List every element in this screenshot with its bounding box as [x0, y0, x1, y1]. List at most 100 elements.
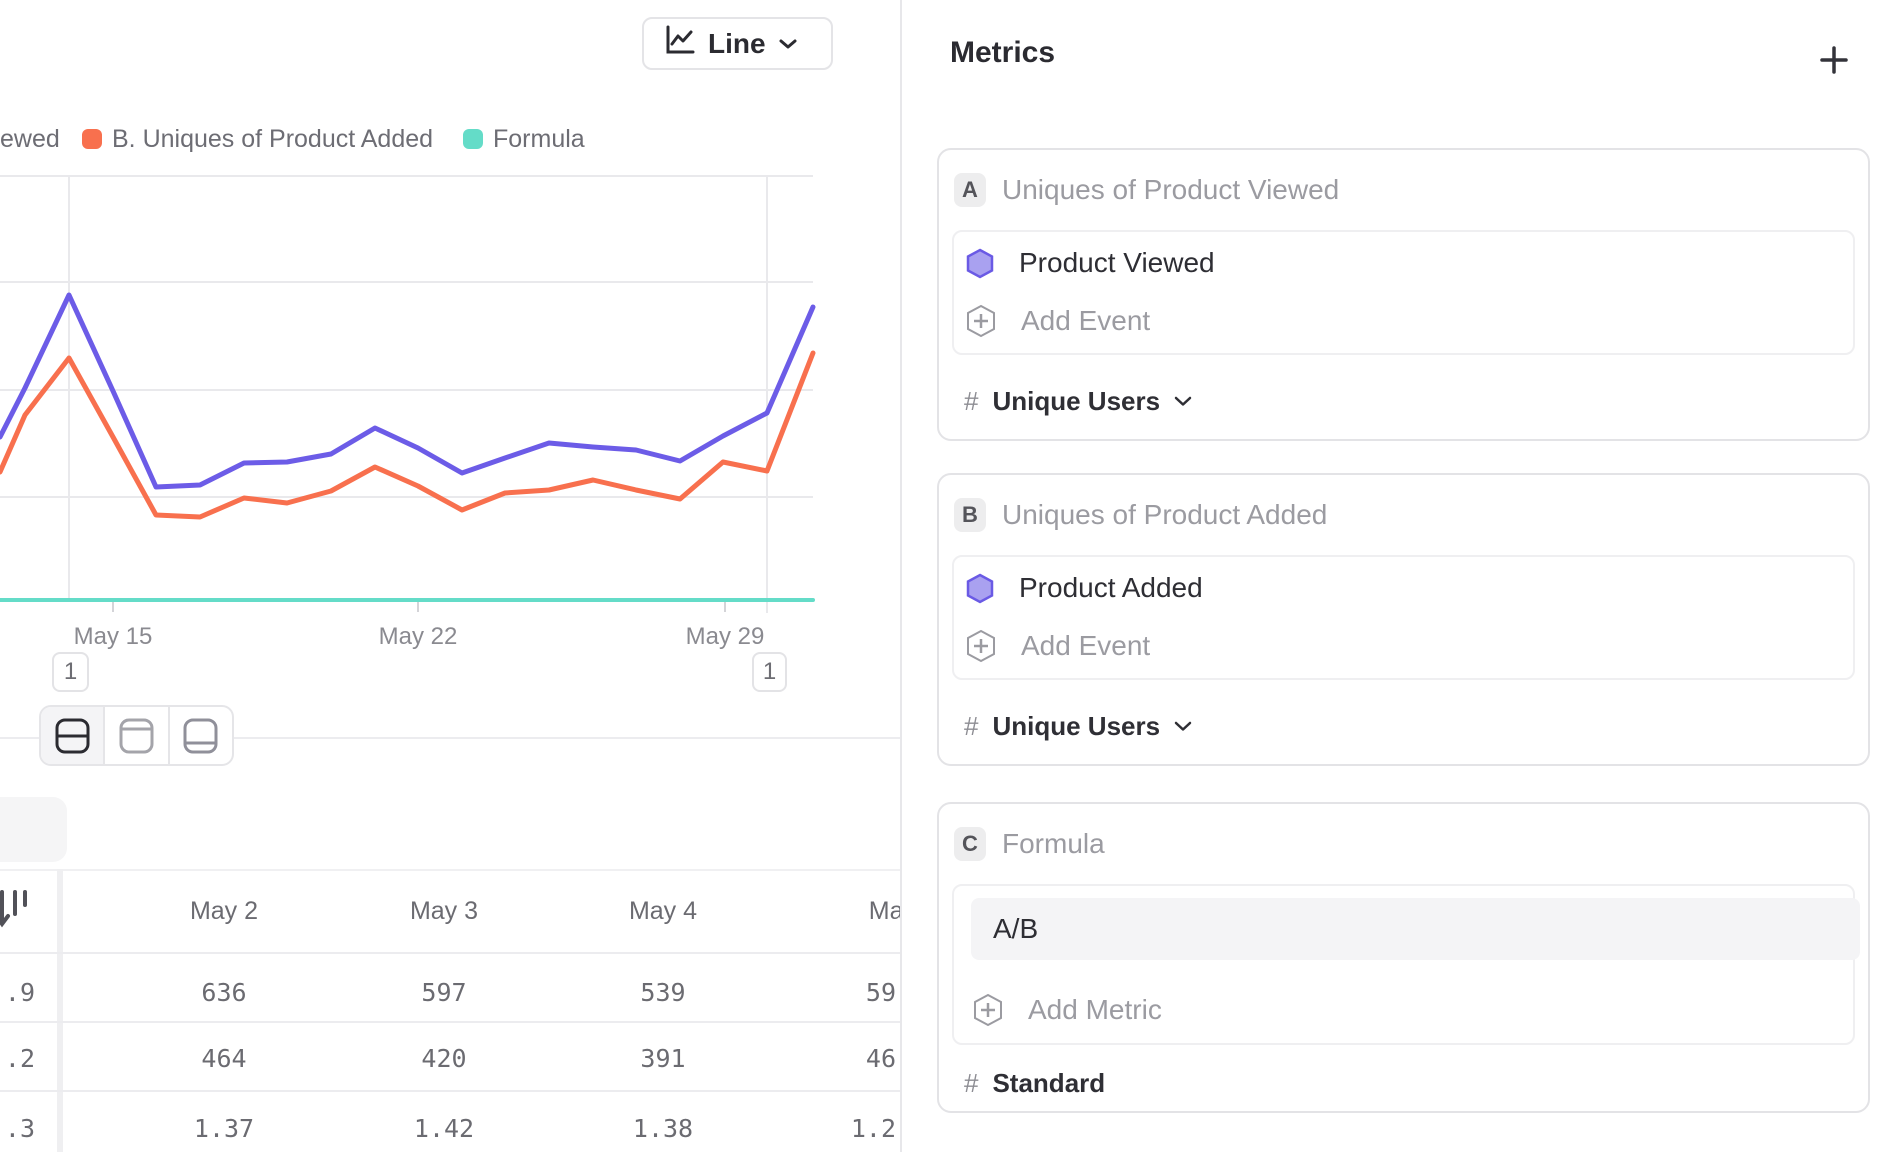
- frozen-column-divider: [57, 869, 63, 1152]
- add-event-button[interactable]: Add Event: [966, 615, 1150, 677]
- x-axis-ticks: [112, 602, 726, 612]
- table-cell: 46: [865, 1044, 896, 1073]
- formula-expression: A/B: [993, 913, 1039, 944]
- metric-card-c: C Formula A/B Add Metric # Standard: [937, 802, 1870, 1113]
- annotation-badge-left[interactable]: 1: [52, 652, 89, 692]
- table-cell: 636: [201, 978, 247, 1007]
- table-cell: 59: [865, 978, 896, 1007]
- aggregation-dropdown-a[interactable]: # Unique Users: [964, 386, 1192, 417]
- aggregation-dropdown-c[interactable]: # Standard: [964, 1068, 1105, 1099]
- table-frozen-cell: .2: [4, 1044, 35, 1073]
- add-event-hexagon-plus-icon: [967, 304, 995, 338]
- metric-badge-a: A: [954, 173, 986, 207]
- table-frozen-cell: .9: [4, 978, 35, 1007]
- metric-badge-c: C: [954, 827, 986, 861]
- table-header-may4[interactable]: May 4: [628, 897, 698, 925]
- hash-icon: #: [964, 386, 979, 416]
- metrics-panel-title: Metrics: [950, 36, 1056, 69]
- table-header-may5-partial[interactable]: May: [868, 897, 900, 925]
- table-cell: 1.42: [413, 1114, 475, 1143]
- formula-group: A/B Add Metric: [952, 884, 1860, 1045]
- line-chart-icon: [662, 24, 696, 63]
- aggregation-label: Unique Users: [992, 711, 1161, 741]
- series-line[interactable]: [0, 292, 816, 490]
- series-line[interactable]: [0, 350, 816, 520]
- x-axis-label: May 22: [379, 623, 458, 650]
- hash-icon: #: [964, 1068, 979, 1098]
- add-event-hexagon-plus-icon: [967, 629, 995, 663]
- metric-title-b: Uniques of Product Added: [1002, 499, 1328, 530]
- x-axis-label: May 29: [686, 623, 765, 650]
- table-cell: 391: [640, 1044, 686, 1073]
- metric-title-a: Uniques of Product Viewed: [1002, 174, 1340, 205]
- table-cell: 1.37: [193, 1114, 255, 1143]
- add-metric-button[interactable]: Add Metric: [973, 979, 1162, 1041]
- add-event-label: Add Event: [1021, 305, 1151, 336]
- legend-label-a: ewed: [0, 124, 60, 153]
- row-divider: [0, 1090, 900, 1092]
- legend-item-b[interactable]: B. Uniques of Product Added: [82, 124, 434, 153]
- event-group-b: Product Added Add Event: [952, 555, 1855, 680]
- x-axis-label: May 15: [74, 623, 153, 650]
- split-rows-icon: [55, 718, 90, 753]
- metric-badge-b: B: [954, 498, 986, 532]
- line-chart-canvas[interactable]: May 15 May 22 May 29: [0, 0, 900, 660]
- layout-split-rows-button[interactable]: [41, 707, 104, 764]
- row-divider: [0, 1021, 900, 1023]
- metric-card-b: B Uniques of Product Added Product Added…: [937, 473, 1870, 766]
- add-metric-plus-icon[interactable]: [1820, 46, 1848, 74]
- chart-section: Line ewed B. Uniques of Product Added Fo…: [0, 0, 900, 1152]
- legend-swatch-c: [463, 129, 483, 149]
- aggregation-label: Standard: [992, 1068, 1106, 1098]
- table-top-border: [0, 869, 900, 871]
- legend-swatch-b: [82, 129, 102, 149]
- event-label: Product Added: [1019, 572, 1203, 603]
- aggregation-dropdown-b[interactable]: # Unique Users: [964, 711, 1192, 742]
- sort-descending-icon[interactable]: [0, 888, 34, 932]
- x-axis-labels: May 15 May 22 May 29: [74, 623, 765, 650]
- legend-item-a[interactable]: ewed: [0, 124, 60, 153]
- table-series-tab[interactable]: [0, 797, 67, 862]
- legend-label-b: B. Uniques of Product Added: [112, 124, 434, 153]
- annotation-badge-right[interactable]: 1: [752, 652, 787, 692]
- table-header-may2[interactable]: May 2: [189, 897, 259, 925]
- hash-icon: #: [964, 711, 979, 741]
- legend-item-c[interactable]: Formula: [463, 124, 585, 153]
- bottom-panel-icon: [183, 718, 218, 753]
- event-hexagon-icon: [966, 248, 994, 278]
- metric-title-c: Formula: [1002, 828, 1105, 859]
- table-cell: 464: [201, 1044, 247, 1073]
- add-event-label: Add Event: [1021, 630, 1151, 661]
- header-row-divider: [0, 952, 900, 954]
- layout-segmented-control: [39, 705, 234, 766]
- event-row-product-viewed[interactable]: Product Viewed: [966, 232, 1215, 294]
- event-row-product-added[interactable]: Product Added: [966, 557, 1203, 619]
- formula-input[interactable]: A/B: [971, 898, 1860, 960]
- layout-top-panel-button[interactable]: [103, 707, 167, 764]
- top-panel-icon: [119, 718, 154, 753]
- metric-card-a: A Uniques of Product Viewed Product View…: [937, 148, 1870, 441]
- layout-bottom-panel-button[interactable]: [167, 707, 232, 764]
- metrics-panel: Metrics A Uniques of Product Viewed Prod…: [900, 0, 1898, 1152]
- table-frozen-cell: .3: [4, 1114, 35, 1143]
- chart-gridlines: [0, 175, 813, 613]
- table-cell: 539: [640, 978, 686, 1007]
- add-metric-label: Add Metric: [1028, 994, 1162, 1025]
- chart-type-button[interactable]: Line: [642, 17, 833, 70]
- section-divider: [0, 737, 900, 739]
- add-event-button[interactable]: Add Event: [966, 290, 1150, 352]
- chevron-down-icon: [779, 39, 797, 48]
- table-cell: 597: [421, 978, 467, 1007]
- table-header-may3[interactable]: May 3: [409, 897, 479, 925]
- table-cell: 1.2: [850, 1114, 896, 1143]
- series-lines: [0, 292, 816, 602]
- chevron-down-icon: [1174, 396, 1192, 406]
- table-cell: 420: [421, 1044, 467, 1073]
- aggregation-label: Unique Users: [992, 386, 1161, 416]
- chevron-down-icon: [1174, 721, 1192, 731]
- table-cell: 1.38: [632, 1114, 694, 1143]
- legend-label-c: Formula: [493, 124, 585, 153]
- event-group-a: Product Viewed Add Event: [952, 230, 1855, 355]
- chart-type-label: Line: [708, 27, 766, 59]
- add-metric-hexagon-plus-icon: [974, 993, 1002, 1027]
